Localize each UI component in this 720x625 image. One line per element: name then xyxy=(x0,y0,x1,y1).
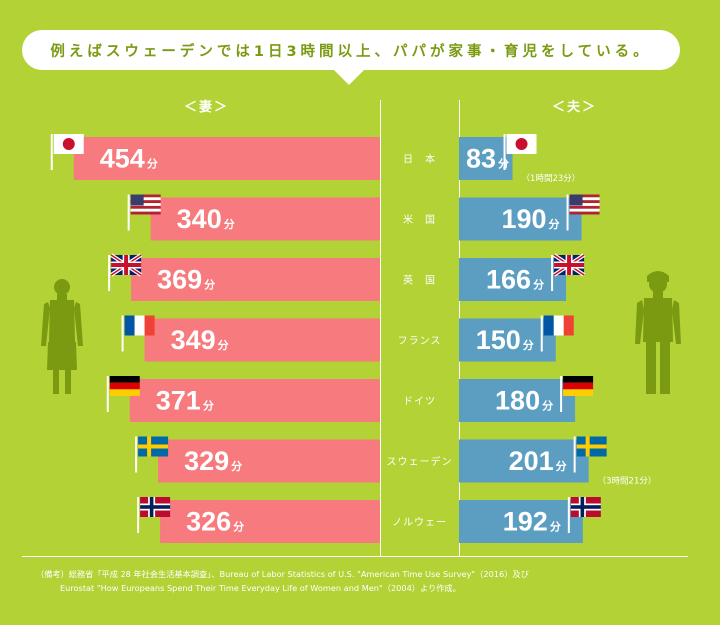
flag-norway-icon xyxy=(137,497,171,533)
husband-bar xyxy=(459,318,556,362)
flag-france-icon xyxy=(121,315,155,352)
husband-value-label: 192 分 xyxy=(503,507,561,537)
wife-value-label: 371 分 xyxy=(156,386,214,416)
flag-norway-icon xyxy=(567,497,601,533)
flag-uk-icon xyxy=(108,253,143,291)
time-annotation: （3時間21分） xyxy=(598,476,657,487)
wife-bar xyxy=(160,500,380,543)
husband-value-label: 190 分 xyxy=(501,204,559,234)
flag-usa-icon xyxy=(127,194,161,231)
flag-germany-icon xyxy=(106,376,140,412)
husband-value-label: 166 分 xyxy=(486,265,544,295)
category-label: 日 本 xyxy=(403,153,436,166)
husband-bar xyxy=(459,197,582,241)
flag-france-icon xyxy=(540,315,574,352)
category-label: フランス xyxy=(398,335,442,347)
wife-bar xyxy=(129,379,380,422)
category-label: 米 国 xyxy=(403,213,436,226)
flag-sweden-icon xyxy=(573,436,607,473)
man-figure-icon xyxy=(635,271,681,394)
husband-bar xyxy=(459,439,589,483)
center-divider-left xyxy=(380,100,381,556)
wife-value-label: 340 分 xyxy=(177,204,235,234)
wife-value-label: 326 分 xyxy=(186,507,244,537)
flag-sweden-icon xyxy=(135,436,169,473)
flag-japan-icon xyxy=(50,134,84,170)
wife-bar xyxy=(144,318,380,362)
husband-bar xyxy=(459,500,583,543)
wife-value-label: 454 分 xyxy=(100,144,158,174)
category-label: 英 国 xyxy=(403,274,436,287)
wife-value-label: 349 分 xyxy=(171,325,229,355)
headline-bubble: 例えばスウェーデンでは1日3時間以上、パパが家事・育児をしている。 xyxy=(22,30,680,70)
husband-bar xyxy=(459,258,567,301)
wife-value-label: 369 分 xyxy=(157,265,215,295)
flag-germany-icon xyxy=(560,376,594,412)
wife-legend-label: ＜妻＞ xyxy=(184,100,230,115)
husband-legend-label: ＜夫＞ xyxy=(552,100,598,115)
footnote-divider xyxy=(22,556,688,557)
wife-bar xyxy=(150,197,380,241)
category-label: スウェーデン xyxy=(387,455,453,468)
headline-bubble-tail xyxy=(333,69,365,85)
flag-uk-icon xyxy=(551,253,586,291)
wife-bar xyxy=(73,137,380,180)
husband-value-label: 201 分 xyxy=(509,446,567,476)
husband-value-label: 180 分 xyxy=(495,386,553,416)
woman-figure-icon xyxy=(41,279,83,394)
headline: 例えばスウェーデンでは1日3時間以上、パパが家事・育児をしている。 xyxy=(50,43,652,60)
flag-usa-icon xyxy=(566,194,600,231)
category-label: ドイツ xyxy=(403,397,436,408)
wife-bar xyxy=(131,258,380,301)
flag-japan-icon xyxy=(503,134,537,170)
husband-value-label: 150 分 xyxy=(476,325,534,355)
footnote-line-1: （備考）総務省「平成 28 年社会生活基本調査」、Bureau of Labor… xyxy=(36,569,529,579)
time-annotation: （1時間23分） xyxy=(522,173,581,184)
category-label: ノルウェー xyxy=(392,517,447,529)
footnote-line-2: Eurostat "How Europeans Spend Their Time… xyxy=(60,583,461,593)
wife-value-label: 329 分 xyxy=(184,446,242,476)
footnote: （備考）総務省「平成 28 年社会生活基本調査」、Bureau of Labor… xyxy=(36,567,529,595)
wife-bar xyxy=(158,439,380,483)
husband-bar xyxy=(459,379,576,422)
